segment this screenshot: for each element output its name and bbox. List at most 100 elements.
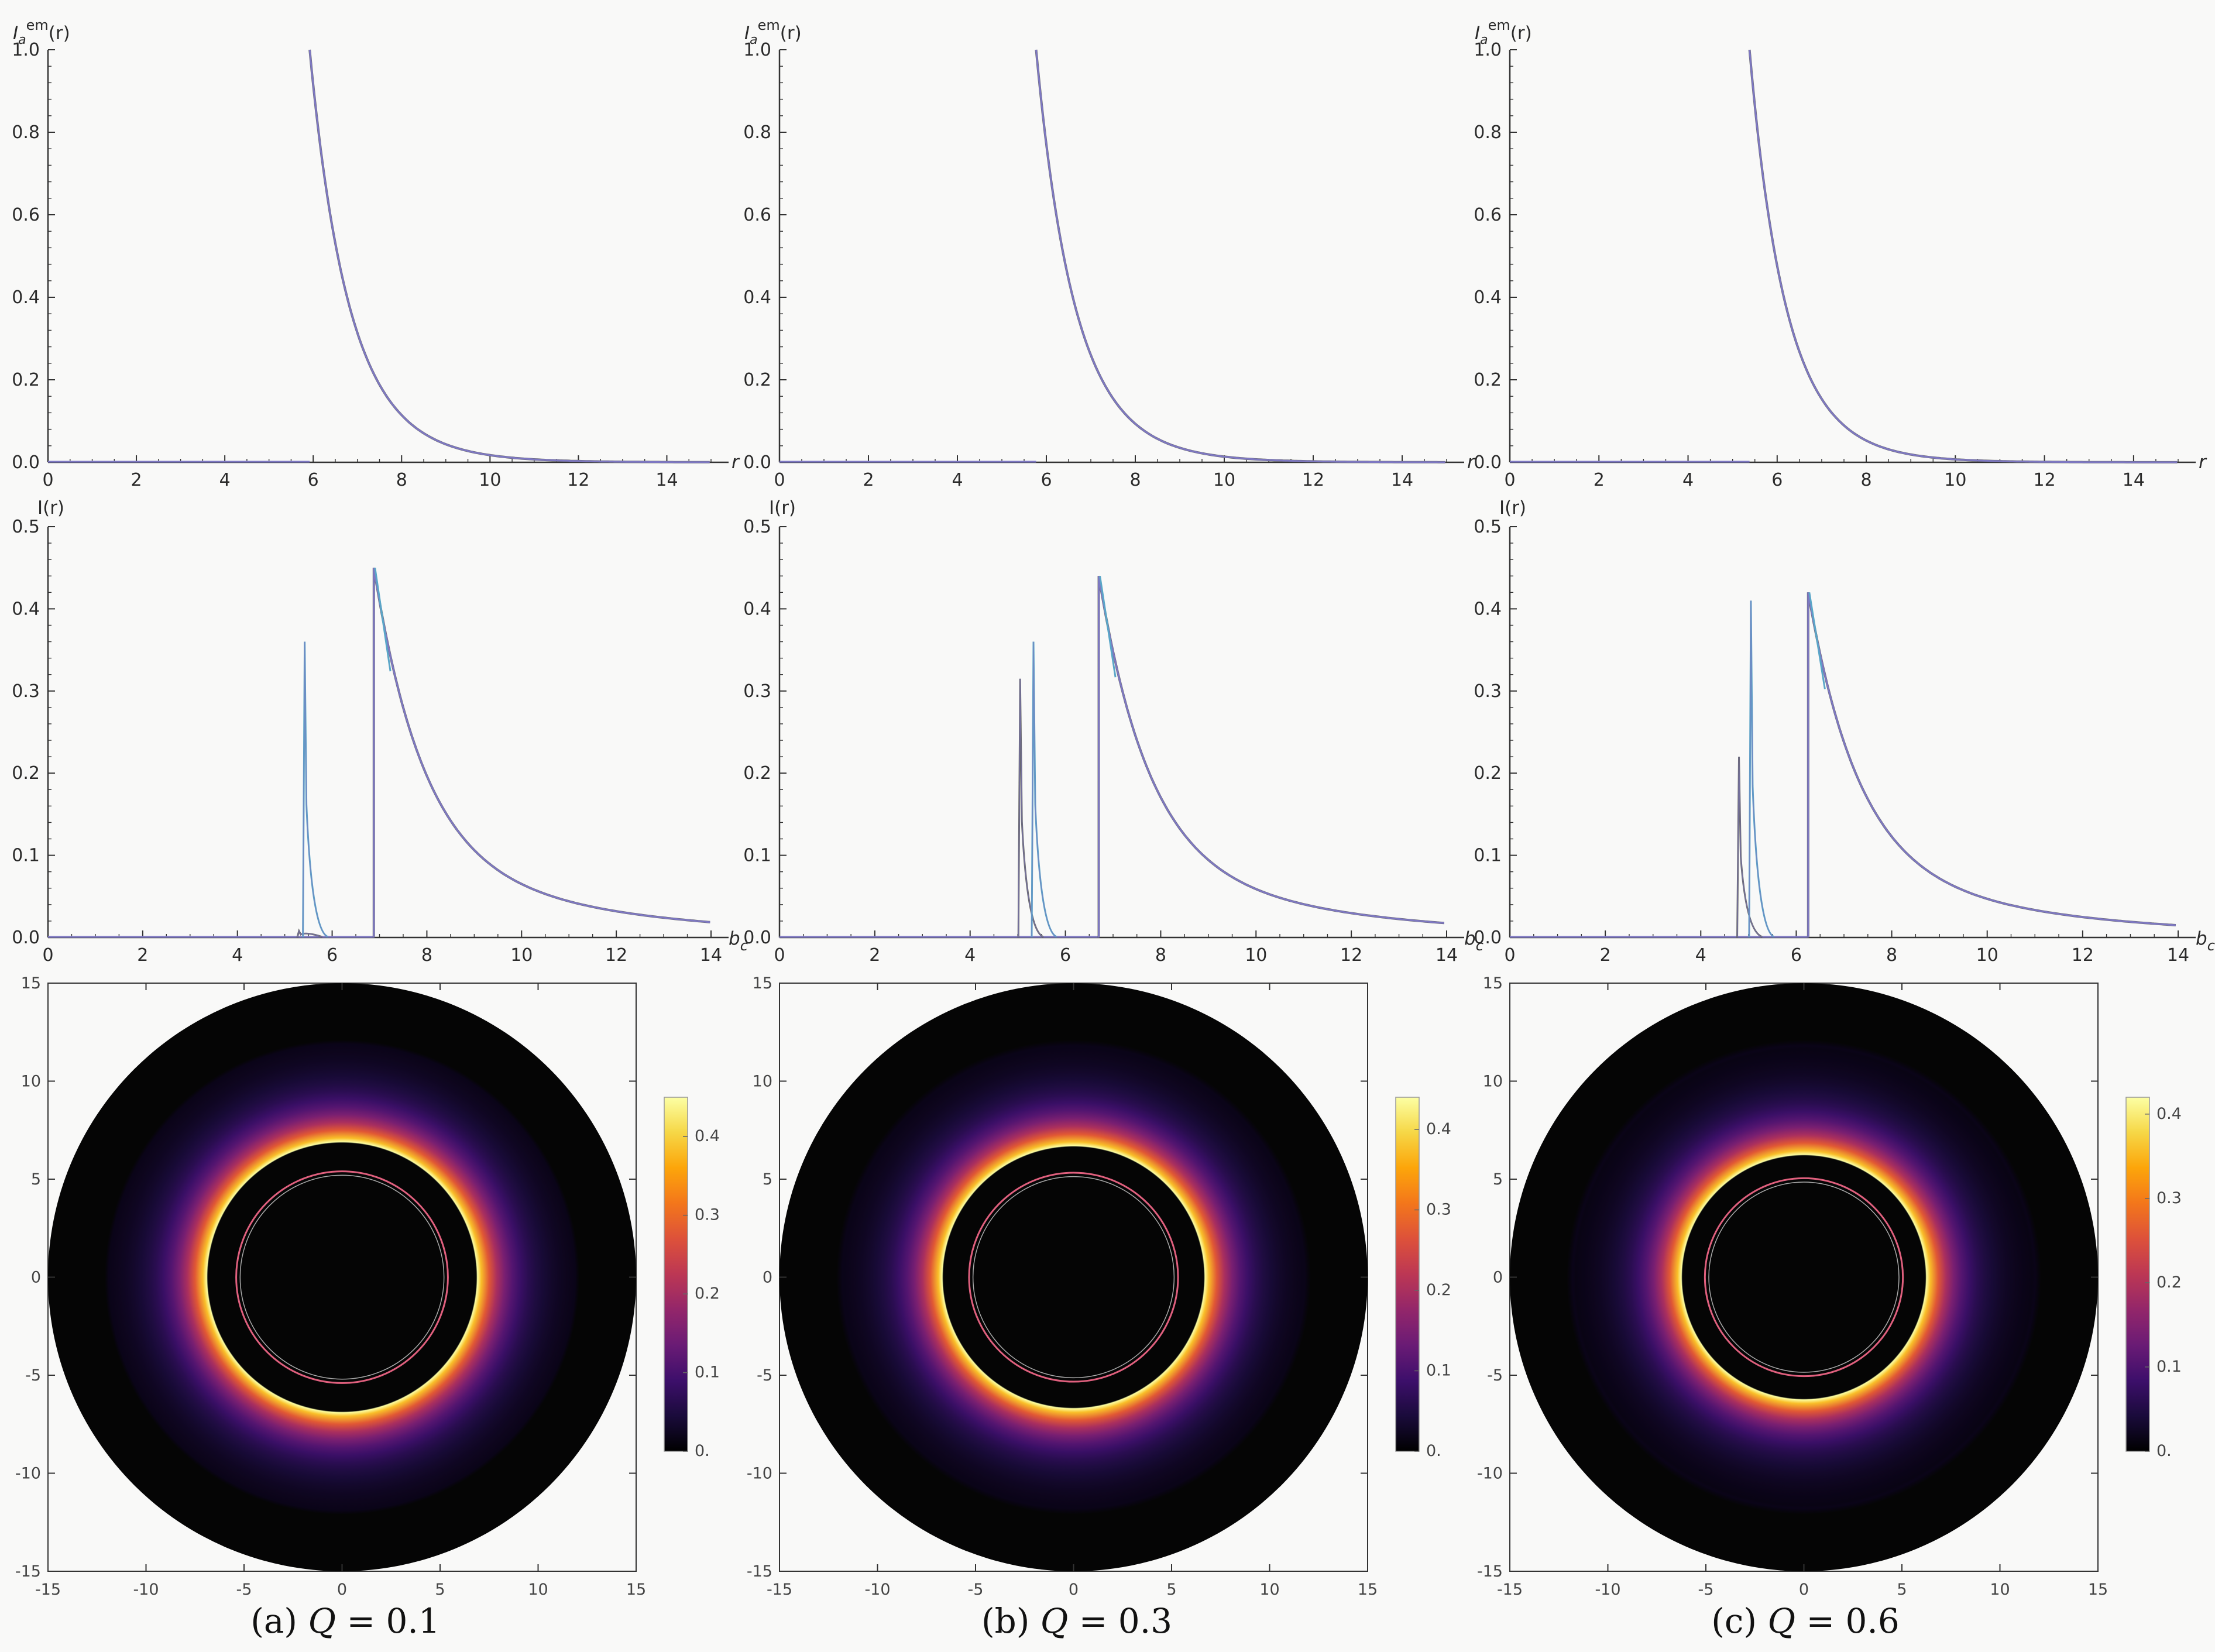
- y-tick-label: 0.8: [12, 122, 40, 143]
- accretion-disk-image: [48, 983, 636, 1571]
- x-tick-label: 14: [1391, 470, 1413, 490]
- x-tick-label: 8: [396, 470, 407, 490]
- y-tick-label: 0.0: [743, 452, 771, 473]
- x-axis-label: r: [2199, 452, 2207, 473]
- y-tick-label: 0.0: [743, 928, 771, 948]
- colorbar-tick-label: 0.4: [1426, 1120, 1451, 1138]
- y-tick-label: 0.4: [12, 599, 40, 619]
- y-axis-label: I(r): [769, 497, 796, 518]
- x-tick-label: 0: [774, 470, 785, 490]
- accretion-disk-image: [1510, 983, 2098, 1571]
- y-label-ylabel_sub: a: [750, 33, 757, 47]
- x-axis-label: bc: [2196, 928, 2215, 954]
- x-axis-label: r: [732, 452, 740, 473]
- x-label-sub: c: [740, 937, 748, 954]
- y-tick-label: 0.4: [12, 287, 40, 308]
- x-axis-label: r: [1467, 452, 1476, 473]
- emission-curve-shadow: [308, 49, 710, 463]
- x-label-main: b: [2196, 928, 2207, 949]
- y-tick-label: 10: [753, 1073, 772, 1091]
- colorbar: [2125, 1097, 2150, 1452]
- y-tick-label: 0.1: [1474, 846, 1502, 866]
- y-tick-label: 0.2: [743, 370, 771, 390]
- x-tick-label: 8: [1861, 470, 1872, 490]
- x-tick-label: 12: [1302, 470, 1324, 490]
- y-tick-label: 15: [753, 974, 772, 992]
- y-tick-label: 0.3: [1474, 681, 1502, 702]
- y-tick-label: 0.4: [743, 287, 771, 308]
- x-tick-label: 10: [1944, 470, 1966, 490]
- photon-ring: [968, 1172, 1179, 1383]
- y-tick-label: 10: [1483, 1073, 1503, 1091]
- x-tick-label: 5: [1897, 1581, 1907, 1599]
- direct-emission-curve: [373, 567, 710, 938]
- x-tick-label: 4: [952, 470, 963, 490]
- y-label-ylabel_sub: a: [1480, 33, 1488, 47]
- direct-emission-curve-shadow: [1807, 592, 2176, 938]
- colorbar-tick-label: 0.1: [1426, 1362, 1451, 1380]
- x-tick-label: 2: [131, 470, 142, 490]
- x-tick-label: 5: [1166, 1581, 1176, 1599]
- y-label-ylabel_main: I: [744, 23, 750, 44]
- x-tick-label: 12: [1340, 945, 1362, 966]
- lensing-ring-spike-overlay: [1018, 678, 1044, 938]
- y-axis-label: Iaem(r): [1475, 17, 1532, 47]
- x-tick-label: 0: [1504, 945, 1515, 966]
- y-label-ylabel_sup: em: [1488, 17, 1510, 33]
- x-tick-label: -15: [1497, 1581, 1523, 1599]
- colorbar-tick-label: 0.: [1426, 1442, 1441, 1460]
- panel-b-image: -15 -10 -5 0 5 10 15 -15 -10 -5 0 5 10 15 0. 0.1 0.2 0.3 0…: [747, 974, 1451, 1599]
- x-tick-label: 12: [2034, 470, 2056, 490]
- accretion-disk-image: [779, 983, 1368, 1571]
- photon-ring: [1704, 1177, 1904, 1378]
- x-tick-label: 2: [869, 945, 880, 966]
- y-tick-label: 0.1: [743, 846, 771, 866]
- lensing-ring-spike-overlay: [297, 929, 323, 938]
- x-tick-label: 0: [337, 1581, 347, 1599]
- x-tick-label: 2: [137, 945, 148, 966]
- colorbar-tick-label: 0.2: [2156, 1273, 2182, 1292]
- x-tick-label: 0: [42, 945, 53, 966]
- y-tick-label: 0.2: [743, 763, 771, 784]
- x-tick-label: 14: [2167, 945, 2189, 966]
- x-tick-label: -15: [767, 1581, 792, 1599]
- x-tick-label: 4: [1695, 945, 1706, 966]
- x-label-main: b: [1464, 928, 1476, 949]
- y-tick-label: 0.2: [12, 370, 40, 390]
- y-tick-label: 15: [1483, 974, 1503, 992]
- lensing-ring: [1708, 1182, 1900, 1373]
- caption-value: = 0.6: [1795, 1601, 1900, 1641]
- x-tick-label: 6: [1791, 945, 1802, 966]
- y-tick-label: -5: [757, 1366, 772, 1385]
- emission-curve: [308, 49, 710, 463]
- x-tick-label: 4: [232, 945, 243, 966]
- lensing-ring-spike-overlay: [1749, 600, 1775, 938]
- y-tick-label: 5: [763, 1170, 772, 1189]
- y-label-ylabel_tail: (r): [1510, 23, 1532, 44]
- x-tick-label: 2: [1594, 470, 1605, 490]
- y-tick-label: -10: [1477, 1465, 1503, 1483]
- x-tick-label: 0: [42, 470, 53, 490]
- y-tick-label: -15: [1477, 1562, 1503, 1581]
- direct-emission-curve-shadow: [1097, 575, 1445, 938]
- y-tick-label: 0.4: [1474, 599, 1502, 619]
- colorbar-tick-label: 0.3: [2156, 1189, 2182, 1207]
- y-tick-label: 0.4: [743, 599, 771, 619]
- y-tick-label: -15: [15, 1562, 41, 1581]
- y-tick-label: 0.5: [1474, 517, 1502, 537]
- subfigure-caption: (c) Q = 0.6: [1711, 1601, 1899, 1641]
- x-tick-label: 10: [1976, 945, 1998, 966]
- y-axis-label: I(r): [1499, 497, 1526, 518]
- x-label-main: b: [729, 928, 740, 949]
- y-tick-label: -5: [1487, 1366, 1503, 1385]
- x-label-sub: c: [2207, 937, 2215, 954]
- x-tick-label: 10: [1213, 470, 1235, 490]
- x-tick-label: 6: [308, 470, 319, 490]
- y-tick-label: 0.6: [743, 205, 771, 225]
- y-tick-label: 0.0: [1474, 928, 1502, 948]
- y-tick-label: -10: [747, 1465, 772, 1483]
- caption-variable: Q: [1040, 1601, 1069, 1641]
- y-tick-label: 1.0: [1474, 40, 1502, 60]
- caption-prefix: (b): [981, 1601, 1040, 1641]
